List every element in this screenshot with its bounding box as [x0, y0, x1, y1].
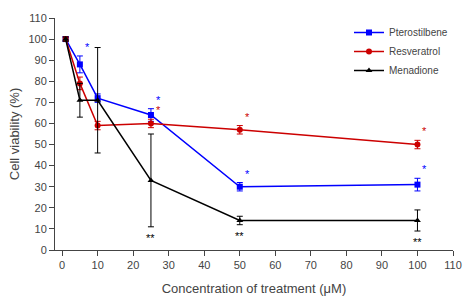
svg-text:100: 100: [28, 33, 46, 45]
svg-text:80: 80: [340, 259, 352, 271]
svg-text:*: *: [245, 168, 250, 180]
svg-text:30: 30: [35, 181, 47, 193]
svg-text:50: 50: [35, 138, 47, 150]
svg-text:0: 0: [59, 259, 65, 271]
svg-text:30: 30: [163, 259, 175, 271]
svg-text:110: 110: [444, 259, 462, 271]
svg-text:100: 100: [408, 259, 426, 271]
svg-text:10: 10: [35, 223, 47, 235]
svg-text:*: *: [422, 163, 427, 175]
svg-text:*: *: [85, 41, 90, 53]
svg-text:40: 40: [198, 259, 210, 271]
svg-text:20: 20: [35, 202, 47, 214]
svg-text:*: *: [156, 104, 161, 116]
svg-text:Cell viability (%): Cell viability (%): [7, 88, 22, 180]
svg-text:110: 110: [29, 12, 47, 24]
svg-text:*: *: [245, 111, 250, 123]
svg-text:90: 90: [376, 259, 388, 271]
svg-text:40: 40: [35, 159, 47, 171]
svg-text:Pterostilbene: Pterostilbene: [389, 27, 448, 38]
svg-text:*: *: [156, 94, 161, 106]
svg-text:10: 10: [92, 259, 104, 271]
svg-text:60: 60: [269, 259, 281, 271]
svg-text:80: 80: [35, 75, 47, 87]
svg-text:70: 70: [305, 259, 317, 271]
svg-text:60: 60: [35, 117, 47, 129]
svg-text:90: 90: [35, 54, 47, 66]
svg-text:50: 50: [234, 259, 246, 271]
svg-text:70: 70: [35, 96, 47, 108]
svg-text:**: **: [146, 232, 155, 244]
svg-text:Resveratrol: Resveratrol: [389, 46, 440, 57]
svg-text:**: **: [413, 236, 422, 248]
svg-text:*: *: [422, 125, 427, 137]
svg-text:Concentration of treatment (μM: Concentration of treatment (μM): [162, 281, 347, 296]
svg-text:0: 0: [41, 244, 47, 256]
svg-text:Menadione: Menadione: [389, 65, 439, 76]
svg-text:20: 20: [127, 259, 139, 271]
svg-text:**: **: [235, 230, 244, 242]
